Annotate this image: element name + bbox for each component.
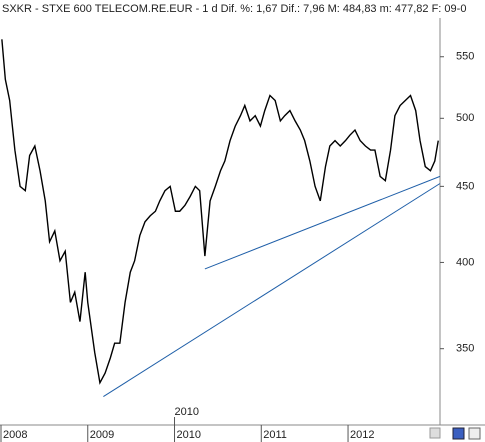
save-icon[interactable] <box>452 427 465 440</box>
chart-title: SXKR - STXE 600 TELECOM.RE.EUR - 1 d Dif… <box>2 3 466 15</box>
y-tick-label: 400 <box>456 256 474 268</box>
y-tick-label: 450 <box>456 180 474 192</box>
x-tick-label: 2012 <box>350 429 374 441</box>
x-tick-label: 2011 <box>263 429 287 441</box>
annotation: 2010 <box>175 406 199 418</box>
y-tick-label: 350 <box>456 343 474 355</box>
x-tick-label: 2010 <box>177 429 201 441</box>
toolbar-icons <box>429 427 481 440</box>
trendline <box>103 183 441 397</box>
print-icon[interactable] <box>468 427 481 440</box>
trendline <box>204 175 441 270</box>
icon[interactable] <box>429 427 441 439</box>
price-line <box>1 39 439 385</box>
x-tick-label: 2008 <box>3 429 27 441</box>
y-tick-label: 550 <box>456 51 474 63</box>
x-tick-label: 2009 <box>90 429 114 441</box>
y-tick-label: 500 <box>456 112 474 124</box>
